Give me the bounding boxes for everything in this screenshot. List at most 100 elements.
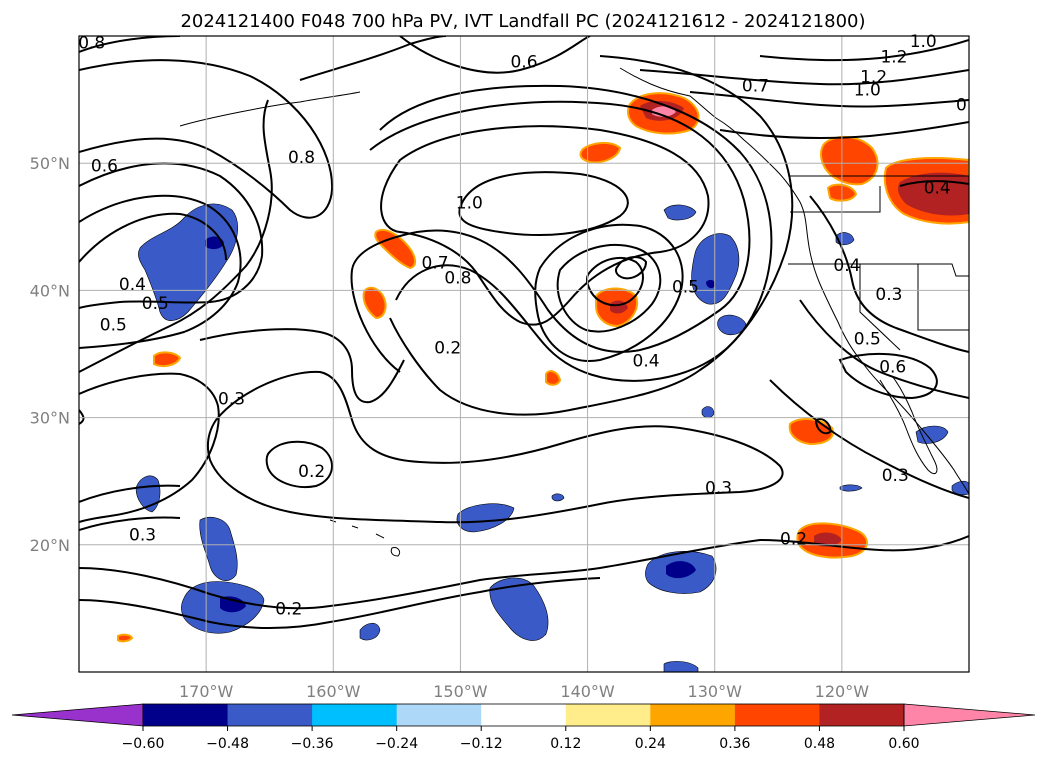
colorbar-segment: [650, 704, 736, 726]
positive-anomaly-core: [814, 532, 842, 547]
contour-value-label: 0.3: [218, 390, 245, 410]
pv-contour-line: [79, 484, 181, 503]
north-america-coastline: [619, 67, 969, 495]
positive-anomaly-patch: [545, 370, 562, 386]
pv-contour-line: [79, 162, 264, 309]
negative-anomaly-core: [220, 596, 246, 613]
contour-value-label: 0.5: [142, 294, 169, 314]
pv-contour-line: [299, 36, 447, 81]
contour-value-label: 0.2: [434, 339, 461, 359]
positive-anomaly-patch: [579, 142, 622, 164]
contour-value-label: 0.3: [129, 526, 156, 546]
map-background: [79, 36, 969, 672]
contour-value-label: 0.8: [444, 269, 471, 289]
gridlines: [79, 36, 969, 672]
lon-tick-label: 140°W: [560, 682, 615, 701]
state-border: [790, 186, 881, 213]
contour-value-label: 0.6: [879, 358, 906, 378]
contour-value-label: 0.4: [633, 351, 660, 371]
contour-value-label: 0.5: [672, 278, 699, 298]
contour-value-label: 0.2: [780, 529, 807, 549]
contour-value-label: 0.6: [91, 157, 118, 177]
colorbar-tick-label: 0.12: [550, 736, 581, 752]
colorbar-segment: [734, 704, 820, 726]
contour-value-label: 1.0: [456, 194, 483, 214]
lon-tick-label: 160°W: [306, 682, 361, 701]
negative-anomaly-patch: [717, 314, 747, 336]
pv-contour-line: [719, 121, 969, 139]
pv-contour-line: [689, 91, 969, 108]
coastlines: [179, 67, 969, 557]
pv-contour-line: [79, 194, 242, 349]
aleutian-islands: [179, 91, 361, 127]
colorbar-segment: [312, 704, 398, 726]
colorbar-segment: [819, 704, 905, 726]
pv-contour-line: [207, 370, 784, 524]
lat-tick-label: 20°N: [30, 536, 70, 555]
negative-anomaly-patch: [359, 622, 381, 641]
colorbar-tick-label: −0.48: [206, 736, 249, 752]
pv-contour-line: [79, 212, 227, 263]
state-border: [859, 264, 901, 351]
pv-contour-line: [458, 171, 629, 236]
pv-contour-line: [79, 577, 601, 629]
negative-anomaly-patch: [663, 204, 697, 221]
pv-contour-line: [814, 418, 832, 435]
colorbar-tick-label: 0.48: [804, 736, 835, 752]
colorbar-tick-label: −0.12: [460, 736, 503, 752]
contour-value-label: 0.4: [119, 275, 146, 295]
pv-contour-line: [556, 244, 662, 333]
contour-value-label: 1.0: [854, 80, 881, 100]
pv-contour-line: [799, 299, 969, 399]
contour-value-label: 0.6: [510, 52, 537, 72]
negative-anomaly-patch: [951, 480, 969, 496]
contour-value-label: 0.8: [78, 33, 105, 53]
positive-anomaly-patch: [820, 136, 879, 186]
positive-anomaly-patch: [117, 633, 134, 643]
colorbar-extend-high: [903, 703, 1036, 727]
contour-value-label: 0.3: [882, 466, 909, 486]
pv-contour-line: [639, 69, 969, 86]
pv-contour-line: [79, 99, 273, 373]
positive-anomaly-patch: [362, 286, 387, 320]
negative-anomaly-patch: [138, 203, 238, 321]
pv-contours: [79, 36, 969, 629]
contour-value-label: 0.2: [298, 462, 325, 482]
contour-value-label: 0.8: [288, 148, 315, 168]
pv-contour-line: [838, 352, 938, 400]
contour-value-label: 0.7: [742, 77, 769, 97]
lat-tick-label: 30°N: [30, 409, 70, 428]
colorbar-segment: [227, 704, 313, 726]
colorbar-segment: [481, 704, 567, 726]
colorbar-segment: [396, 704, 482, 726]
negative-anomaly-core: [666, 561, 696, 579]
contour-value-label: 0.5: [854, 330, 881, 350]
lat-axis-labels: 50°N 40°N 30°N 20°N: [30, 154, 70, 555]
contour-value-label: 0.2: [275, 599, 302, 619]
contour-value-label: 1.0: [910, 32, 937, 52]
lon-tick-label: 120°W: [815, 682, 870, 701]
pv-contour-line: [79, 516, 181, 531]
colorbar-tick-label: 0.60: [888, 736, 919, 752]
pv-contour-line: [399, 36, 591, 74]
map-panel: 0.80.60.6 0.81.00.70.8 0.50.40.50.50.20.40…: [78, 32, 970, 673]
pv-contour-line: [350, 100, 751, 373]
contour-value-label: 0.4: [833, 256, 860, 276]
pv-contour-line: [265, 440, 333, 488]
contour-value-label: 0.5: [100, 316, 127, 336]
colorbar-tick-label: −0.60: [122, 736, 165, 752]
map-frame: [78, 35, 970, 673]
colorbar-segment: [565, 704, 651, 726]
pv-contour-line: [769, 379, 969, 499]
pv-contour-line: [759, 39, 969, 62]
positive-anomaly-patch: [153, 351, 182, 367]
colorbar: −0.60 −0.48 −0.36 −0.24 −0.12 0.12 0.24 0.36 0.4…: [11, 703, 1036, 752]
contour-value-label: 1.2: [880, 47, 907, 67]
pv-contour-line: [380, 125, 710, 326]
colorbar-segment: [143, 704, 229, 726]
contour-value-label: 0.7: [421, 253, 448, 273]
negative-anomaly-patch: [489, 577, 549, 641]
pv-contour-line: [199, 328, 405, 404]
contour-value-label: 0.4: [924, 178, 951, 198]
